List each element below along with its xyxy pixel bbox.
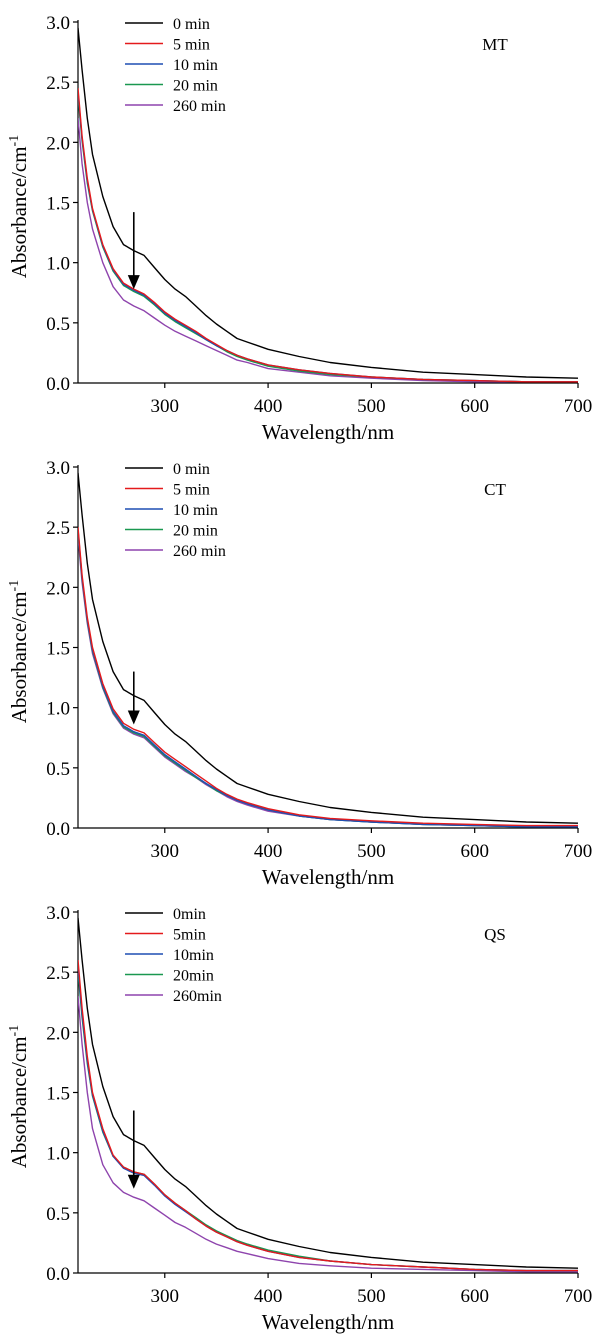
y-axis-label: Absorbance/cm-1 <box>7 1025 31 1168</box>
y-tick-label: 2.0 <box>46 578 70 599</box>
y-axis-label: Absorbance/cm-1 <box>7 135 31 278</box>
series-line <box>78 960 578 1272</box>
x-tick-label: 600 <box>460 1286 489 1307</box>
x-tick-label: 700 <box>564 841 593 862</box>
legend-label: 20min <box>173 968 214 985</box>
x-axis-label: Wavelength/nm <box>262 420 394 444</box>
chart-panel-ct: 0.0 0.5 1.0 1.5 2.0 2.5 3.0 300 400 500 600 700 Wave… <box>7 458 593 889</box>
arrow-head <box>127 710 140 725</box>
series-line <box>78 27 579 379</box>
legend-label: 20 min <box>173 523 218 540</box>
x-tick-label: 300 <box>151 396 180 417</box>
y-tick-label: 0.5 <box>46 1204 70 1225</box>
legend-label: 10min <box>173 947 214 964</box>
series-group <box>78 917 579 1273</box>
legend-label: 10 min <box>173 502 218 519</box>
x-tick-label: 300 <box>151 841 180 862</box>
x-tick-label: 400 <box>254 841 283 862</box>
legend-label: 20 min <box>173 78 218 95</box>
legend-label: 260 min <box>173 543 226 560</box>
legend-label: 0 min <box>173 461 210 478</box>
y-tick-label: 3.0 <box>46 903 70 924</box>
x-tick-label: 500 <box>357 841 386 862</box>
series-line <box>78 529 578 828</box>
series-line <box>78 118 578 383</box>
panel-title: CT <box>484 480 506 499</box>
x-tick-label: 700 <box>564 396 593 417</box>
y-tick-label: 2.5 <box>46 963 70 984</box>
series-line <box>78 88 578 383</box>
panel-title: QS <box>484 925 506 944</box>
y-tick-label: 1.0 <box>46 699 70 720</box>
series-group <box>78 472 579 828</box>
arrow-head <box>127 1174 140 1189</box>
y-tick-label: 3.0 <box>46 458 70 479</box>
arrow-head <box>127 275 140 290</box>
y-tick-label: 1.0 <box>46 1144 70 1165</box>
x-axis-label: Wavelength/nm <box>262 865 394 889</box>
x-tick-label: 500 <box>357 396 386 417</box>
legend-label: 5 min <box>173 37 210 54</box>
panel-title: MT <box>482 35 508 54</box>
legend-label: 5 min <box>173 482 210 499</box>
legend-label: 260 min <box>173 98 226 115</box>
x-axis-label: Wavelength/nm <box>262 1310 394 1334</box>
y-tick-label: 2.5 <box>46 73 70 94</box>
y-tick-label: 2.0 <box>46 133 70 154</box>
y-tick-label: 3.0 <box>46 13 70 34</box>
x-tick-label: 400 <box>254 1286 283 1307</box>
legend-label: 10 min <box>173 57 218 74</box>
series-line <box>78 996 578 1273</box>
x-tick-label: 600 <box>460 396 489 417</box>
y-axis-label: Absorbance/cm-1 <box>7 580 31 723</box>
chart-panel-mt: 0.0 0.5 1.0 1.5 2.0 2.5 3.0 300 400 500 600 700 Wave… <box>7 13 593 444</box>
y-tick-label: 2.5 <box>46 518 70 539</box>
series-line <box>78 472 579 824</box>
y-tick-label: 0.0 <box>46 819 70 840</box>
y-tick-label: 2.0 <box>46 1023 70 1044</box>
chart-panel-qs: 0.0 0.5 1.0 1.5 2.0 2.5 3.0 300 400 500 600 700 Wave… <box>7 903 593 1334</box>
series-line <box>78 536 578 828</box>
y-tick-label: 0.5 <box>46 314 70 335</box>
legend-label: 260min <box>173 988 222 1005</box>
x-tick-label: 700 <box>564 1286 593 1307</box>
series-line <box>78 972 578 1272</box>
x-tick-label: 400 <box>254 396 283 417</box>
x-tick-label: 300 <box>151 1286 180 1307</box>
series-group <box>78 27 579 383</box>
series-line <box>78 917 579 1269</box>
y-tick-label: 1.5 <box>46 639 70 660</box>
y-tick-label: 0.5 <box>46 759 70 780</box>
series-line <box>78 531 578 828</box>
series-line <box>78 91 578 383</box>
series-line <box>78 966 578 1272</box>
x-tick-label: 600 <box>460 841 489 862</box>
legend-label: 0 min <box>173 16 210 33</box>
x-tick-label: 500 <box>357 1286 386 1307</box>
y-tick-label: 1.5 <box>46 194 70 215</box>
y-tick-label: 1.0 <box>46 254 70 275</box>
y-tick-label: 0.0 <box>46 374 70 395</box>
y-tick-label: 1.5 <box>46 1084 70 1105</box>
y-tick-label: 0.0 <box>46 1264 70 1285</box>
series-line <box>78 96 578 383</box>
series-line <box>78 527 578 827</box>
legend-label: 0min <box>173 906 206 923</box>
legend-label: 5min <box>173 927 206 944</box>
